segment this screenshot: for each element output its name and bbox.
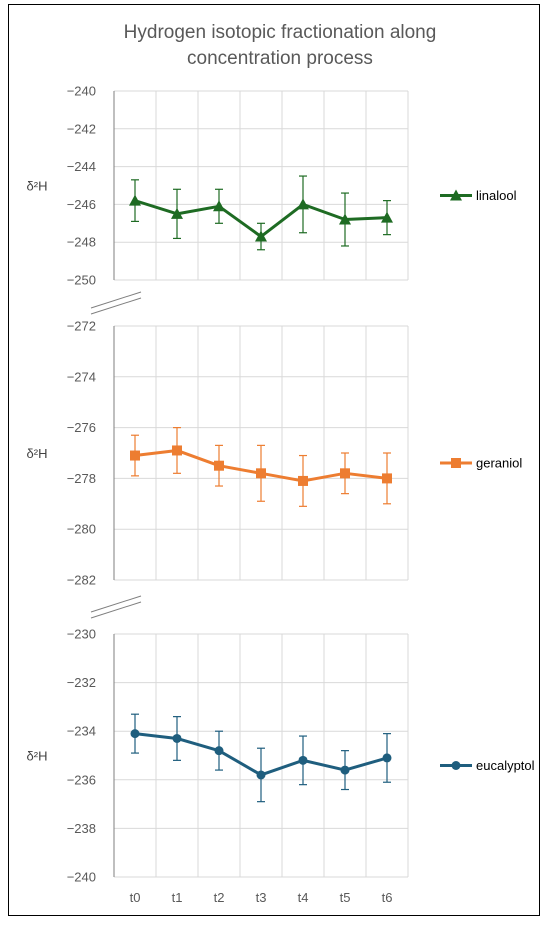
legend-label: eucalyptol [476, 758, 535, 773]
legend-marker [450, 189, 462, 201]
axis-break-gap [89, 595, 143, 619]
y-tick-label: −230 [67, 627, 96, 642]
data-point-eucalyptol [172, 733, 182, 743]
y-tick-label: −276 [67, 420, 96, 435]
y-tick-label: −278 [67, 471, 96, 486]
data-point-linalool [213, 200, 225, 212]
data-point-eucalyptol [214, 746, 224, 756]
data-point-geraniol [256, 468, 266, 479]
y-tick-label: −234 [67, 724, 96, 739]
x-tick-label: t3 [256, 890, 267, 905]
y-tick-label: −282 [67, 573, 96, 588]
data-point-linalool [297, 198, 309, 210]
data-point-geraniol [172, 445, 182, 456]
y-tick-label: −272 [67, 319, 96, 334]
data-point-eucalyptol [382, 753, 392, 763]
data-point-linalool [129, 194, 141, 206]
axis-break-slash [90, 291, 142, 309]
legend-label: linalool [476, 188, 517, 203]
y-tick-label: −250 [67, 273, 96, 288]
y-axis-label: δ²H [27, 749, 48, 764]
x-tick-label: t6 [382, 890, 393, 905]
data-point-linalool [255, 230, 267, 242]
y-tick-label: −238 [67, 821, 96, 836]
data-point-eucalyptol [298, 755, 308, 765]
data-point-linalool [339, 213, 351, 225]
y-tick-label: −240 [67, 84, 96, 99]
data-point-geraniol [340, 468, 350, 479]
x-tick-label: t4 [298, 890, 309, 905]
x-tick-label: t0 [130, 890, 141, 905]
y-tick-label: −240 [67, 870, 96, 885]
x-tick-label: t2 [214, 890, 225, 905]
data-point-linalool [171, 207, 183, 219]
data-point-geraniol [214, 460, 224, 471]
legend-marker [451, 458, 461, 468]
data-point-geraniol [130, 450, 140, 461]
y-axis-label: δ²H [27, 179, 48, 194]
x-tick-label: t1 [172, 890, 183, 905]
chart-title-line-1: Hydrogen isotopic fractionation along [124, 22, 437, 43]
legend-entry-linalool: linalool [440, 188, 517, 203]
data-point-linalool [381, 211, 393, 223]
axis-break-gap [89, 291, 143, 315]
axis-break-slash [90, 595, 142, 613]
axis-break-mark [89, 595, 143, 619]
y-tick-label: −242 [67, 121, 96, 136]
data-point-geraniol [298, 475, 308, 486]
y-tick-label: −248 [67, 235, 96, 250]
axis-break-mark [89, 291, 143, 315]
data-point-eucalyptol [340, 765, 350, 775]
y-tick-label: −274 [67, 369, 96, 384]
legend-entry-geraniol: geraniol [440, 456, 522, 471]
y-tick-label: −232 [67, 675, 96, 690]
legend-marker [451, 761, 461, 770]
y-tick-label: −244 [67, 159, 96, 174]
data-point-eucalyptol [130, 729, 140, 739]
y-tick-label: −236 [67, 772, 96, 787]
x-tick-label: t5 [340, 890, 351, 905]
y-tick-label: −246 [67, 197, 96, 212]
data-point-eucalyptol [256, 770, 266, 780]
y-axis-label: δ²H [27, 446, 48, 461]
legend-entry-eucalyptol: eucalyptol [440, 758, 535, 773]
data-point-geraniol [382, 473, 392, 484]
y-tick-label: −280 [67, 522, 96, 537]
chart-title-line-2: concentration process [187, 48, 373, 69]
legend-label: geraniol [476, 456, 522, 471]
axis-break-slash [90, 601, 142, 619]
axis-break-slash [90, 297, 142, 315]
